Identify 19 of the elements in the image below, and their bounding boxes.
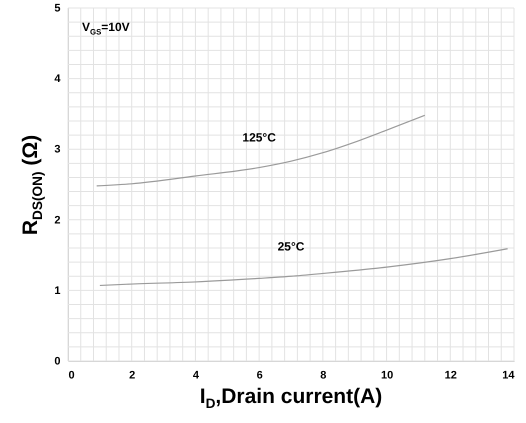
y-tick-label: 1 xyxy=(54,284,60,297)
x-tick-label: 8 xyxy=(320,370,326,382)
series-label: 25°C xyxy=(278,239,305,254)
line-series xyxy=(96,114,426,187)
y-tick-label: 3 xyxy=(54,144,60,156)
x-axis-title: I$_{D}$,Drain current(A) xyxy=(198,385,384,412)
x-tick-label: 6 xyxy=(256,370,263,382)
x-tick-label: 10 xyxy=(380,370,394,382)
y-tick-label: 2 xyxy=(54,214,60,226)
x-tick-label: 0 xyxy=(68,370,75,382)
x-tick-label: 2 xyxy=(129,370,136,382)
annotation: V$_{GS}$=10V xyxy=(82,20,130,36)
x-tick-label: 4 xyxy=(192,370,200,382)
y-tick-label: 4 xyxy=(54,73,62,86)
series-label: 125°C xyxy=(242,130,276,145)
y-tick-label: 5 xyxy=(54,2,60,14)
x-tick-label: 12 xyxy=(444,370,457,382)
y-tick-label: 0 xyxy=(54,356,60,368)
x-tick-label: 14 xyxy=(502,370,516,382)
